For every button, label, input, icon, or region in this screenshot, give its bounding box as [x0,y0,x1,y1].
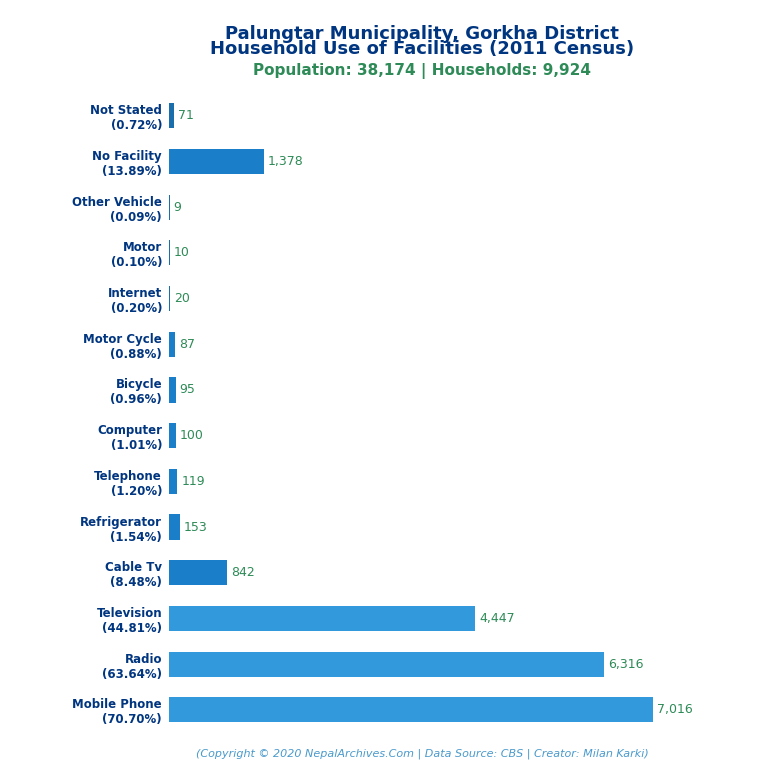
Text: (Copyright © 2020 NepalArchives.Com | Data Source: CBS | Creator: Milan Karki): (Copyright © 2020 NepalArchives.Com | Da… [196,748,649,759]
Text: 1,378: 1,378 [268,155,304,168]
Text: 20: 20 [174,292,190,305]
Text: Population: 38,174 | Households: 9,924: Population: 38,174 | Households: 9,924 [253,63,591,79]
Bar [169,377,176,402]
Bar [169,332,175,357]
Text: 95: 95 [180,383,196,396]
Bar [169,606,475,631]
Text: Household Use of Facilities (2011 Census): Household Use of Facilities (2011 Census… [210,40,634,58]
Text: 71: 71 [178,109,194,122]
Bar [169,515,180,540]
Text: 119: 119 [181,475,205,488]
Bar [169,423,176,449]
Text: 842: 842 [231,566,255,579]
Text: 100: 100 [180,429,204,442]
Text: 7,016: 7,016 [657,703,693,717]
Bar [169,560,227,585]
Bar [169,149,264,174]
Text: Palungtar Municipality, Gorkha District: Palungtar Municipality, Gorkha District [226,25,619,42]
Text: 153: 153 [184,521,207,534]
Text: 4,447: 4,447 [479,612,515,625]
Bar [169,697,653,723]
Bar [169,286,170,311]
Bar [169,468,177,494]
Bar [169,103,174,128]
Text: 10: 10 [174,247,190,260]
Text: 6,316: 6,316 [608,657,644,670]
Text: 9: 9 [174,200,181,214]
Text: 87: 87 [179,338,195,351]
Bar [169,651,604,677]
